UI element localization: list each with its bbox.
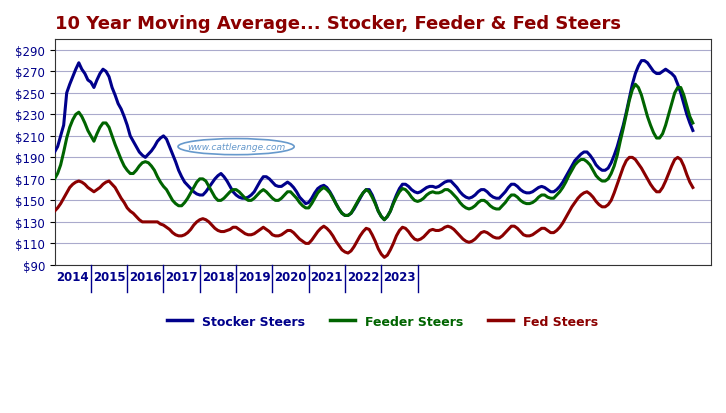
Legend: Stocker Steers, Feeder Steers, Fed Steers: Stocker Steers, Feeder Steers, Fed Steer… <box>162 310 603 333</box>
Text: 10 Year Moving Average... Stocker, Feeder & Fed Steers: 10 Year Moving Average... Stocker, Feede… <box>54 15 621 33</box>
Text: www.cattlerange.com: www.cattlerange.com <box>187 143 285 152</box>
